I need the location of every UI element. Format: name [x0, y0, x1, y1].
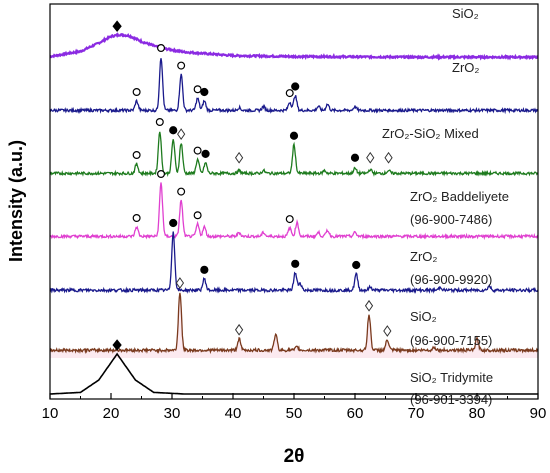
x-tick-label-40: 40 — [225, 405, 242, 422]
series-6-marker-3 — [364, 299, 374, 312]
x-tick-label-50: 50 — [286, 405, 303, 422]
series-3-marker-7 — [234, 151, 244, 164]
series-2: ZrO₂ — [49, 43, 539, 115]
series-1: SiO₂ — [49, 6, 539, 61]
series-3-marker-5 — [193, 146, 202, 155]
series-3-label: ZrO₂-SiO₂ Mixed — [382, 126, 479, 141]
series-3-line — [49, 131, 539, 178]
series-1-marker-1 — [112, 20, 122, 33]
series-1-label: SiO₂ — [452, 6, 479, 21]
axes-group: 10 20 30 40 50 60 70 80 90 — [42, 3, 547, 422]
series-3: ZrO₂-SiO₂ Mixed — [49, 117, 539, 178]
series-4-marker-1 — [132, 214, 141, 223]
series-2-marker-3 — [177, 61, 186, 70]
series-5-marker-1 — [169, 218, 178, 228]
series-4-marker-3 — [177, 187, 186, 196]
series-4: ZrO₂ Baddeliyete (96-900-7486) — [49, 170, 539, 241]
series-2-marker-2 — [157, 43, 166, 52]
series-3-marker-1 — [132, 151, 141, 160]
series-4-label: ZrO₂ Baddeliyete — [410, 189, 509, 204]
series-4-marker-2 — [157, 170, 166, 179]
series-2-line — [49, 58, 539, 115]
series-5-label-2: (96-900-9920) — [410, 272, 492, 287]
series-1-line — [49, 32, 539, 61]
x-axis-label: 2θ — [284, 446, 305, 467]
series-6-marker-1 — [175, 277, 185, 289]
series-3-marker-8 — [289, 131, 299, 140]
x-ticks: 10 20 30 40 50 60 70 80 90 — [42, 393, 547, 422]
series-6-label: SiO₂ — [410, 309, 437, 324]
series-2-marker-7 — [291, 82, 300, 91]
series-2-marker-4 — [193, 85, 202, 94]
series-6-line — [49, 292, 539, 355]
x-tick-label-70: 70 — [408, 405, 425, 422]
series-5: ZrO₂ (96-900-9920) — [49, 218, 539, 294]
series-3-marker-6 — [201, 149, 210, 158]
x-tick-label-20: 20 — [103, 405, 120, 422]
series-3-marker-3 — [169, 126, 178, 135]
x-tick-label-60: 60 — [347, 405, 364, 422]
series-7-marker-1 — [112, 339, 122, 351]
x-tick-label-90: 90 — [530, 405, 547, 422]
series-6-label-2: (96-900-7155) — [410, 333, 492, 348]
traces-group: SiO₂ ZrO₂ ZrO₂-SiO₂ Mixed ZrO₂ Baddeliyete (… — [49, 6, 539, 407]
series-5-marker-4 — [352, 260, 361, 270]
series-4-line — [49, 182, 539, 241]
series-2-marker-6 — [285, 89, 294, 98]
series-3-marker-2 — [155, 117, 164, 126]
series-2-label: ZrO₂ — [452, 60, 479, 75]
series-4-label-2: (96-900-7486) — [410, 212, 492, 227]
y-axis-label: Intensity (a.u.) — [6, 140, 26, 262]
series-3-marker-9 — [350, 153, 360, 162]
x-tick-label-30: 30 — [164, 405, 181, 422]
series-2-marker-5 — [200, 87, 209, 97]
series-5-marker-3 — [291, 259, 300, 268]
series-5-marker-2 — [200, 265, 209, 274]
series-6: SiO₂ (96-900-7155) — [49, 277, 539, 358]
series-4-marker-5 — [285, 215, 294, 224]
series-7-label: SiO₂ Tridymite — [410, 370, 493, 385]
series-5-label: ZrO₂ — [410, 249, 437, 264]
series-4-marker-4 — [193, 211, 202, 220]
series-6-marker-4 — [383, 325, 392, 337]
series-3-marker-4 — [177, 128, 186, 140]
series-6-marker-2 — [234, 323, 244, 336]
series-2-marker-1 — [132, 87, 141, 96]
series-5-line — [49, 231, 539, 294]
x-tick-label-10: 10 — [42, 405, 59, 422]
series-3-marker-10 — [366, 151, 375, 164]
x-tick-label-80: 80 — [469, 405, 486, 422]
series-3-marker-11 — [384, 151, 393, 164]
